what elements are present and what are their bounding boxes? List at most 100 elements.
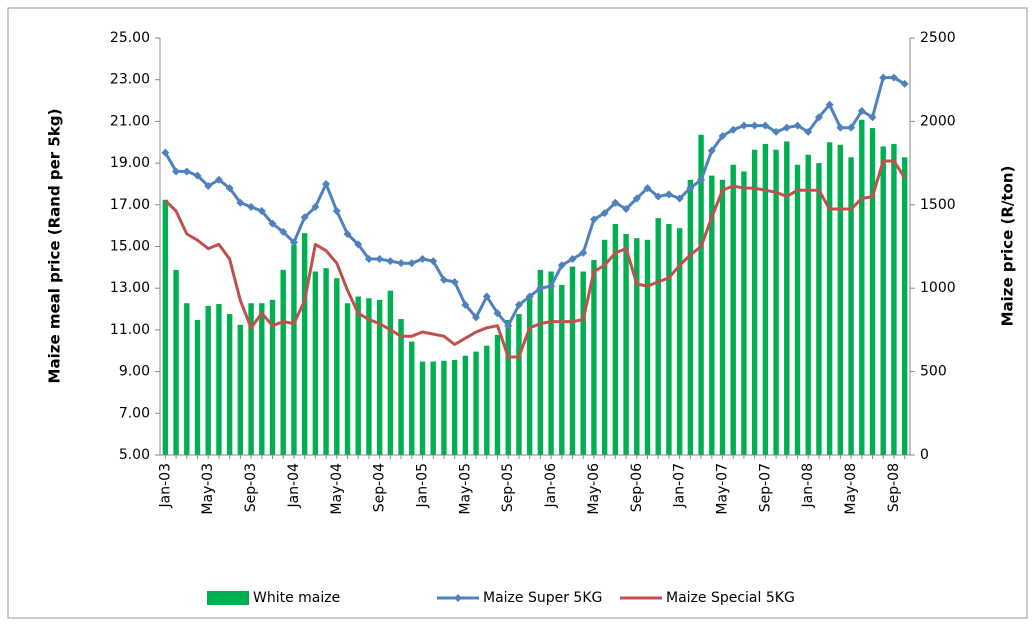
bar [451,359,458,455]
bar [473,351,479,455]
bar [569,266,576,455]
bar [805,154,811,455]
legend-marker [454,594,462,602]
line-marker [622,204,631,213]
line-marker [193,171,202,180]
bar [891,143,897,455]
bar [880,146,886,456]
bar [409,341,415,455]
line-marker [686,184,695,193]
x-tick-label: May-04 [329,463,345,515]
bar [398,319,404,455]
bar [837,144,844,455]
line-marker [868,113,877,122]
line-marker [547,282,556,291]
bar [773,149,779,456]
bar [644,239,651,455]
bar [355,296,361,455]
line-marker [900,79,909,88]
line-marker [397,259,406,268]
y2-tick-label: 1500 [920,197,956,213]
line-marker [332,207,341,216]
line-marker [589,215,598,224]
bar [484,345,490,455]
y-tick-label: 25.00 [110,30,150,46]
x-tick-label: Jan-08 [800,463,816,508]
bar [601,239,608,455]
line-marker [729,125,738,134]
x-tick-label: Sep-04 [372,463,388,512]
line-marker [750,121,759,130]
x-tick-label: May-03 [200,463,216,515]
bar [205,306,211,455]
line-marker [825,100,834,109]
x-tick-label: Sep-08 [886,463,902,512]
bar [516,314,522,455]
bar [612,223,619,455]
line-marker [493,309,502,318]
bar [184,303,190,455]
line [164,159,906,359]
bar [676,228,683,455]
line-marker [536,284,545,293]
line-marker [847,123,856,132]
line-marker [707,146,716,155]
x-tick-label: Jan-06 [543,463,559,509]
line-marker [579,248,588,257]
line-marker [182,167,191,176]
y-tick-label: 21.00 [110,113,150,129]
bar [666,223,672,455]
y2-tick-label: 500 [920,364,947,380]
y-tick-label: 9.00 [119,364,150,380]
bar [859,119,865,456]
line-marker [836,123,845,132]
line-marker [568,255,577,264]
line-marker [761,121,770,130]
bar [334,278,340,455]
bar [226,314,233,455]
line-marker [418,255,427,264]
bar [687,179,694,455]
bar [312,271,319,455]
line-marker [600,209,609,218]
bar [826,142,833,455]
line-marker [782,123,791,132]
line-marker [375,255,384,264]
x-tick-label: Sep-03 [243,463,259,512]
line-marker [739,121,748,130]
line-marker [814,113,823,122]
bar [709,175,715,456]
y-tick-label: 11.00 [110,322,150,338]
line-marker [289,238,298,247]
bar [655,218,661,455]
line-marker [204,182,213,191]
line-marker [793,121,802,130]
bar [634,238,640,455]
legend-swatch [207,591,249,605]
bar [248,303,254,455]
line-marker [664,190,673,199]
line-marker [257,207,266,216]
bar [505,319,511,455]
bar [591,259,597,455]
line-marker [439,275,448,284]
line-marker [214,175,223,184]
line-marker [643,184,652,193]
legend-label: White maize [253,590,340,606]
line-marker [504,321,513,330]
bar [794,164,801,455]
x-tick-label: May-08 [843,463,859,515]
bar [291,244,297,455]
bar [301,233,308,455]
bar [376,299,383,455]
line-marker [654,192,663,201]
y2-axis-title: Maize price (R/ton) [999,166,1017,327]
line-marker [514,300,523,309]
line-marker [247,202,256,211]
x-tick-label: May-07 [715,463,731,515]
line-marker [461,300,470,309]
legend-label: Maize Super 5KG [483,590,602,606]
y2-tick-label: 0 [920,447,929,463]
y-tick-label: 19.00 [110,155,150,171]
line-marker [172,167,181,176]
